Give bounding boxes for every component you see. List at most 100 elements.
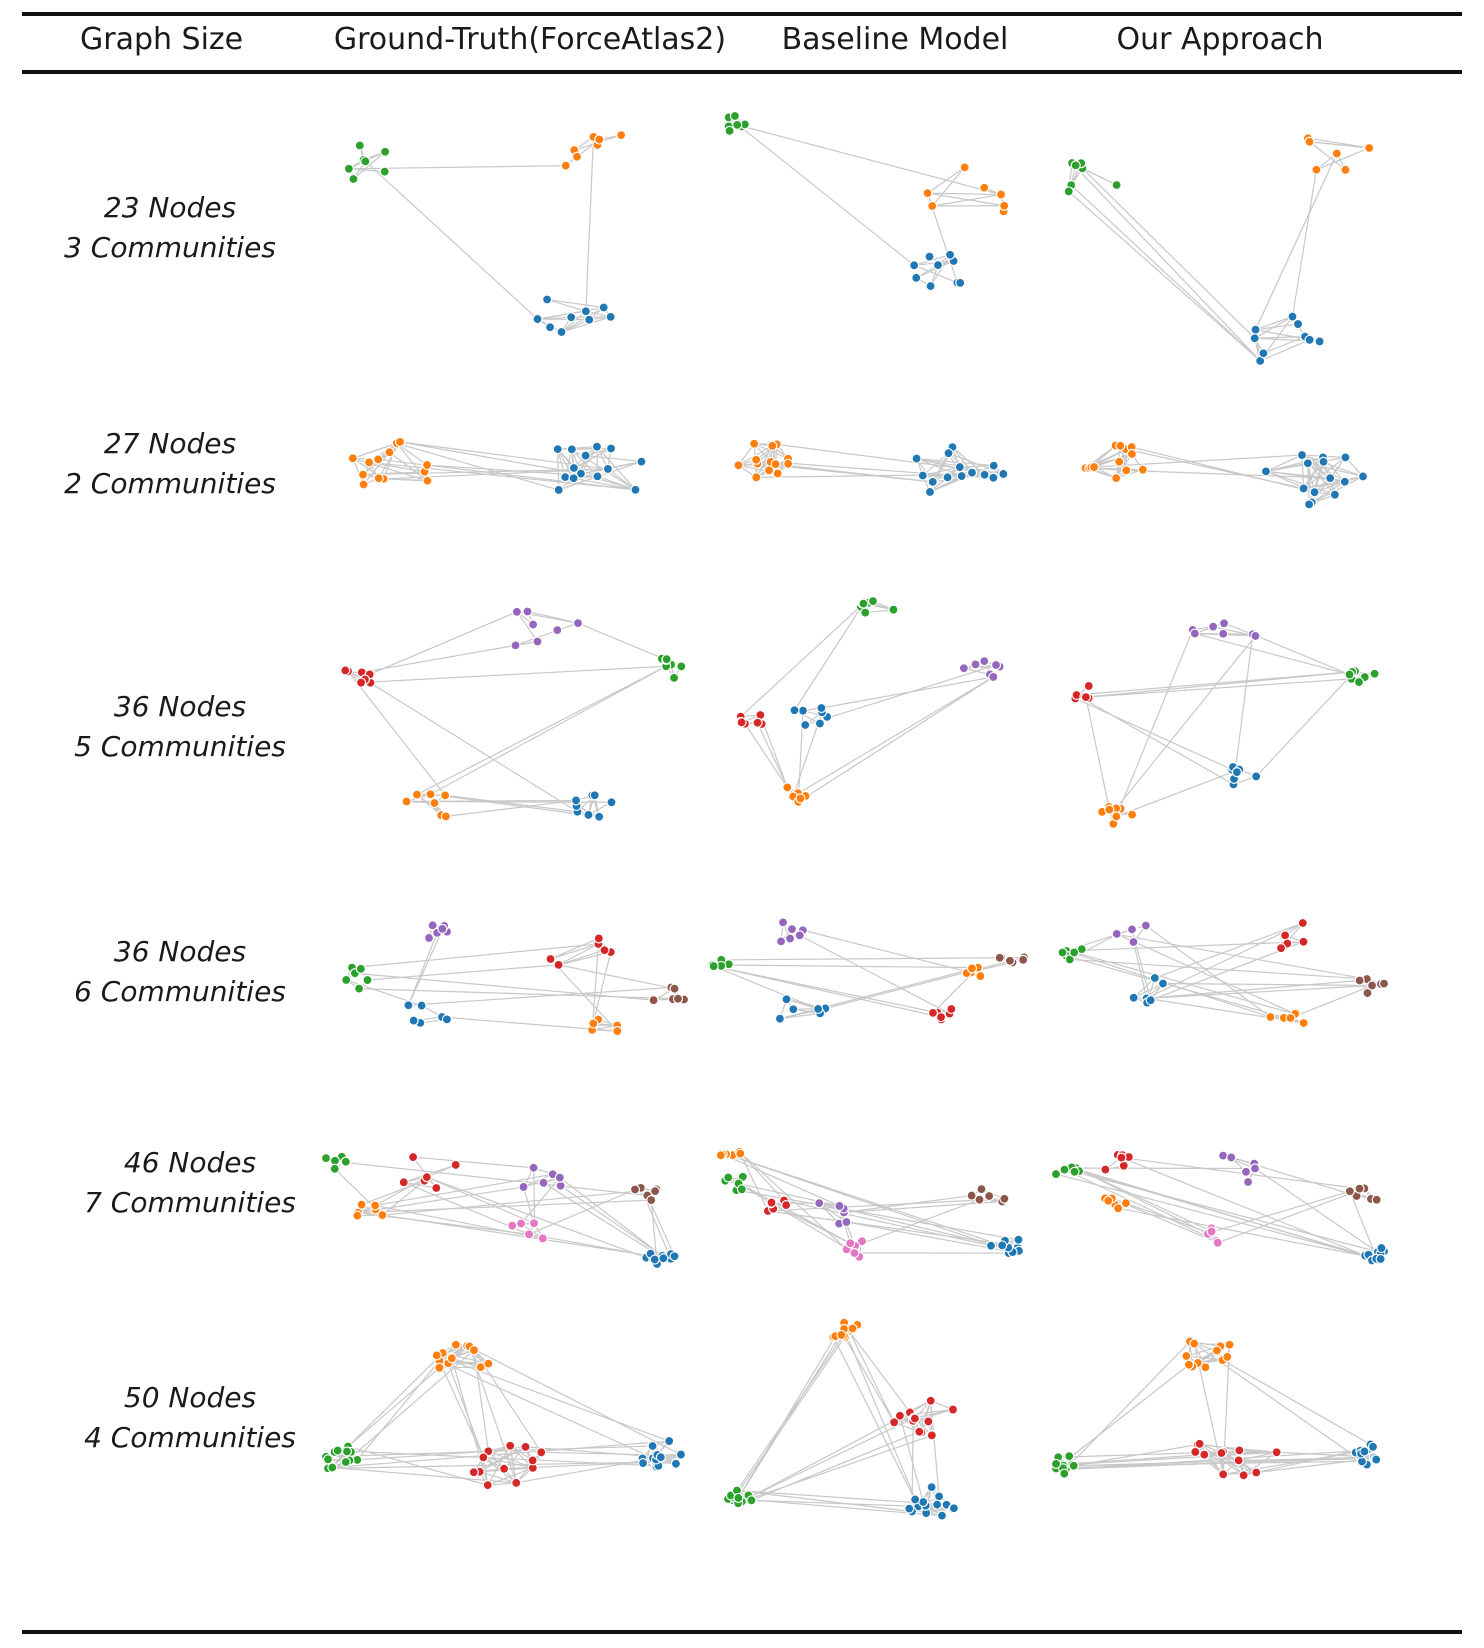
edges bbox=[1075, 622, 1375, 825]
edge bbox=[1232, 634, 1254, 785]
node bbox=[340, 1456, 351, 1468]
node bbox=[729, 110, 741, 122]
edge bbox=[757, 722, 788, 788]
header-rule bbox=[22, 70, 1462, 74]
node bbox=[975, 970, 986, 982]
nodes bbox=[722, 1317, 959, 1521]
node bbox=[856, 1236, 868, 1247]
edge bbox=[413, 1156, 534, 1169]
edge bbox=[522, 1186, 535, 1224]
edge bbox=[559, 1177, 663, 1257]
edge bbox=[918, 1400, 932, 1432]
edge bbox=[1223, 622, 1253, 635]
nodes bbox=[343, 130, 627, 338]
node bbox=[736, 1184, 748, 1195]
graph-our-approach-row-3 bbox=[1070, 618, 1380, 829]
edge bbox=[736, 1328, 849, 1491]
edge bbox=[596, 446, 636, 491]
node bbox=[974, 1194, 985, 1205]
edge bbox=[739, 1153, 769, 1212]
node bbox=[676, 661, 687, 672]
edge bbox=[721, 957, 1000, 961]
edge bbox=[1093, 453, 1133, 468]
edge bbox=[396, 442, 559, 491]
node bbox=[1226, 1152, 1237, 1163]
edge bbox=[347, 1352, 444, 1447]
edge bbox=[1290, 984, 1373, 1019]
edge bbox=[1259, 339, 1310, 362]
node bbox=[606, 797, 617, 808]
row-4-nodes: 36 Nodes bbox=[113, 935, 247, 968]
node bbox=[1318, 456, 1329, 467]
edge bbox=[1073, 1443, 1198, 1467]
node bbox=[781, 1200, 792, 1211]
node bbox=[816, 702, 827, 714]
node bbox=[1298, 936, 1309, 947]
node bbox=[591, 441, 603, 452]
edge bbox=[561, 316, 611, 333]
node bbox=[421, 1172, 432, 1183]
node bbox=[507, 1220, 518, 1231]
edge bbox=[357, 1450, 489, 1461]
graph-ground-truth-row-3 bbox=[340, 606, 687, 822]
node bbox=[988, 460, 999, 471]
edge bbox=[1115, 629, 1194, 817]
edge bbox=[929, 475, 962, 493]
node bbox=[999, 1193, 1010, 1204]
node bbox=[927, 476, 938, 488]
node bbox=[724, 125, 735, 136]
node bbox=[373, 473, 384, 484]
edge bbox=[1256, 1457, 1376, 1474]
node bbox=[794, 930, 805, 941]
edge bbox=[592, 938, 600, 1026]
node bbox=[605, 311, 616, 323]
edge bbox=[930, 254, 951, 287]
node bbox=[363, 457, 375, 468]
node bbox=[910, 1494, 921, 1505]
node bbox=[1018, 954, 1029, 965]
node bbox=[594, 811, 605, 822]
edge bbox=[426, 1176, 535, 1224]
node bbox=[1088, 461, 1100, 473]
node bbox=[505, 1440, 516, 1451]
edge bbox=[537, 318, 590, 321]
node bbox=[836, 1329, 847, 1341]
edge bbox=[732, 1330, 850, 1501]
edge bbox=[1254, 316, 1293, 339]
node bbox=[566, 444, 577, 455]
node bbox=[789, 705, 800, 716]
nodes bbox=[320, 1339, 687, 1491]
edge bbox=[557, 449, 560, 490]
edge bbox=[1254, 1167, 1381, 1255]
node bbox=[1059, 1164, 1070, 1175]
node bbox=[943, 448, 954, 459]
node bbox=[1340, 452, 1351, 463]
edges bbox=[1068, 137, 1370, 362]
node bbox=[922, 188, 933, 199]
edge bbox=[913, 264, 958, 284]
node bbox=[966, 467, 978, 478]
nodes bbox=[735, 596, 1005, 807]
edge bbox=[483, 1456, 533, 1469]
node bbox=[1238, 1470, 1249, 1481]
edge bbox=[650, 1200, 658, 1265]
node bbox=[1339, 476, 1350, 487]
edge bbox=[516, 1456, 661, 1484]
node bbox=[658, 1253, 669, 1264]
node bbox=[860, 607, 871, 618]
node bbox=[911, 272, 922, 283]
node bbox=[1111, 179, 1122, 191]
node bbox=[927, 200, 938, 212]
edge bbox=[1065, 1341, 1191, 1470]
node bbox=[468, 1467, 479, 1478]
edge bbox=[503, 1446, 526, 1470]
node bbox=[1189, 1338, 1200, 1349]
edge bbox=[541, 1451, 658, 1456]
node bbox=[427, 920, 438, 931]
node bbox=[1218, 618, 1230, 629]
node bbox=[1068, 1460, 1079, 1471]
node bbox=[1126, 448, 1138, 460]
node bbox=[1378, 978, 1390, 989]
edge bbox=[1055, 1364, 1190, 1469]
edge bbox=[848, 1330, 915, 1419]
